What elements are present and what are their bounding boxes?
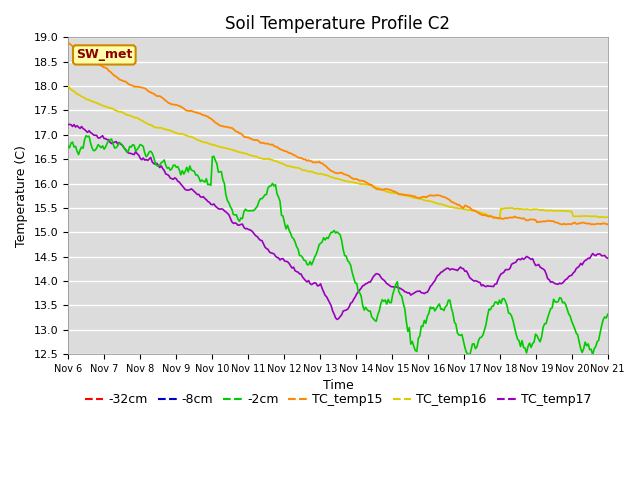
- Legend: -32cm, -8cm, -2cm, TC_temp15, TC_temp16, TC_temp17: -32cm, -8cm, -2cm, TC_temp15, TC_temp16,…: [80, 388, 596, 411]
- Y-axis label: Temperature (C): Temperature (C): [15, 145, 28, 247]
- Title: Soil Temperature Profile C2: Soil Temperature Profile C2: [225, 15, 451, 33]
- X-axis label: Time: Time: [323, 379, 353, 393]
- Text: SW_met: SW_met: [76, 48, 132, 61]
